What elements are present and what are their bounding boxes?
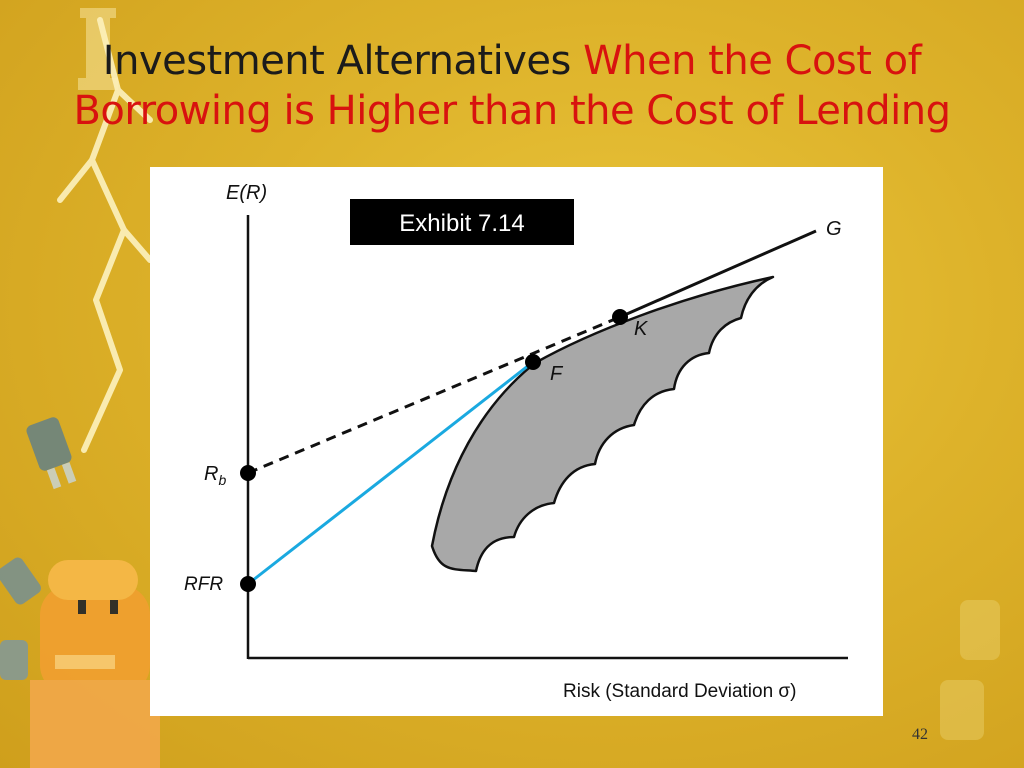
rb-label: Rb bbox=[204, 463, 226, 488]
point-rfr bbox=[240, 576, 256, 592]
rfr-label: RFR bbox=[184, 574, 223, 595]
x-axis-label: Risk (Standard Deviation σ) bbox=[563, 681, 796, 702]
lightning-bolt-icon bbox=[57, 17, 153, 453]
point-rb bbox=[240, 465, 256, 481]
line-k-to-g bbox=[619, 229, 817, 319]
lamp-icon bbox=[78, 8, 118, 90]
page-title: Investment Alternatives When the Cost of… bbox=[40, 36, 984, 136]
exhibit-badge-label: Exhibit 7.14 bbox=[399, 210, 524, 237]
pixel-figure-icon bbox=[30, 560, 160, 768]
y-axis-label: E(R) bbox=[226, 182, 267, 204]
page-number: 42 bbox=[912, 726, 928, 743]
lending-line bbox=[247, 360, 534, 586]
point-f bbox=[525, 354, 541, 370]
exhibit-badge bbox=[350, 199, 574, 245]
efficient-frontier-region bbox=[430, 275, 775, 573]
title-main-text: Investment Alternatives bbox=[102, 38, 572, 84]
point-k bbox=[612, 309, 628, 325]
investment-diagram: E(R) Rb RFR F K G Risk (Standard Deviati… bbox=[184, 182, 848, 702]
line-g-label: G bbox=[826, 218, 842, 240]
exhibit-diagram-panel: E(R) Rb RFR F K G Risk (Standard Deviati… bbox=[150, 167, 883, 716]
plug-icon bbox=[0, 417, 1000, 740]
title-highlight-text: When the Cost of Borrowing is Higher tha… bbox=[73, 38, 951, 134]
point-f-label: F bbox=[550, 363, 564, 385]
point-k-label: K bbox=[634, 318, 649, 340]
